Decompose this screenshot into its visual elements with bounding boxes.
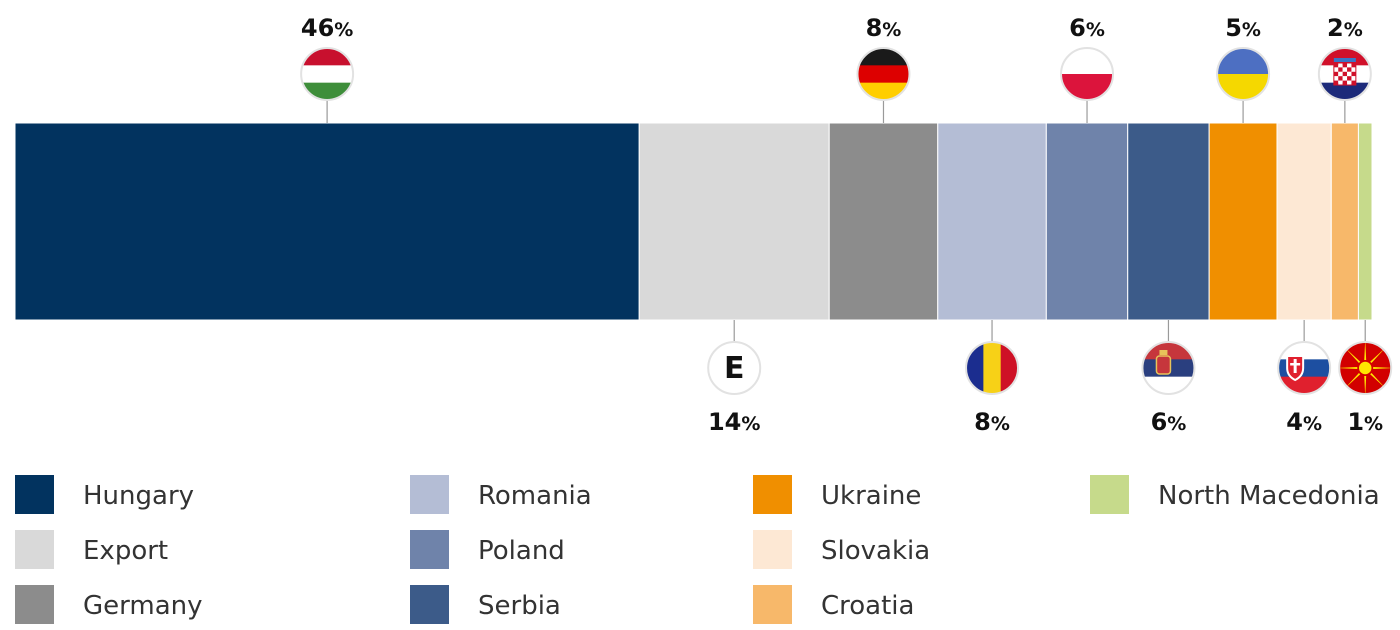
- legend-label: Serbia: [478, 591, 561, 621]
- legend-swatch: [1090, 475, 1129, 514]
- legend: Hungary Export Germany Romania Poland Serbia U…: [15, 475, 1380, 624]
- segment-labels: 46% E 14% 8% 8% 6% 6% 5% 4% 2% 1%: [300, 14, 1393, 436]
- value-label-serbia: 6%: [1151, 408, 1187, 436]
- value-label-romania: 8%: [974, 408, 1010, 436]
- value-label-poland: 6%: [1069, 14, 1105, 42]
- value-label-hungary: 46%: [301, 14, 353, 42]
- legend-swatch: [753, 585, 792, 624]
- legend-item-north-macedonia: North Macedonia: [1090, 475, 1380, 514]
- north-macedonia-flag-icon: [1338, 341, 1393, 395]
- segment-label-croatia: 2%: [1317, 14, 1372, 123]
- legend-item-poland: Poland: [410, 530, 565, 569]
- legend-label: Germany: [83, 591, 203, 621]
- legend-item-ukraine: Ukraine: [753, 475, 921, 514]
- legend-label: Export: [83, 536, 168, 566]
- legend-item-export: Export: [15, 530, 168, 569]
- legend-item-serbia: Serbia: [410, 585, 561, 624]
- hungary-flag-icon: [300, 47, 355, 101]
- value-label-germany: 8%: [866, 14, 902, 42]
- value-label-export: 14%: [708, 408, 760, 436]
- value-label-slovakia: 4%: [1286, 408, 1322, 436]
- legend-item-croatia: Croatia: [753, 585, 914, 624]
- segment-label-slovakia: 4%: [1277, 320, 1332, 436]
- bar-segment-poland: [1045, 122, 1129, 321]
- bar-segment-romania: [937, 122, 1047, 321]
- legend-label: Ukraine: [821, 481, 921, 511]
- romania-flag-icon: [965, 341, 1020, 395]
- legend-label: Romania: [478, 481, 592, 511]
- legend-swatch: [15, 530, 54, 569]
- value-label-croatia: 2%: [1327, 14, 1363, 42]
- value-label-north-macedonia: 1%: [1347, 408, 1383, 436]
- segment-label-north-macedonia: 1%: [1338, 320, 1393, 436]
- legend-swatch: [15, 585, 54, 624]
- legend-item-germany: Germany: [15, 585, 203, 624]
- slovakia-flag-icon: [1277, 341, 1332, 395]
- value-label-ukraine: 5%: [1225, 14, 1261, 42]
- segment-label-hungary: 46%: [300, 14, 355, 123]
- legend-item-slovakia: Slovakia: [753, 530, 930, 569]
- export-e-icon: E: [707, 341, 762, 395]
- poland-flag-icon: [1060, 47, 1115, 101]
- segment-label-serbia: 6%: [1141, 320, 1196, 436]
- bar-segment-slovakia: [1276, 122, 1332, 321]
- legend-swatch: [410, 475, 449, 514]
- legend-item-romania: Romania: [410, 475, 592, 514]
- bar-segments: [14, 122, 1373, 321]
- legend-label: Hungary: [83, 481, 194, 511]
- legend-swatch: [753, 475, 792, 514]
- bar-segment-serbia: [1127, 122, 1210, 321]
- legend-swatch: [410, 585, 449, 624]
- svg-text:E: E: [724, 351, 745, 386]
- legend-label: Slovakia: [821, 536, 930, 566]
- germany-flag-icon: [856, 47, 911, 101]
- legend-item-hungary: Hungary: [15, 475, 194, 514]
- legend-swatch: [753, 530, 792, 569]
- bar-segment-ukraine: [1208, 122, 1278, 321]
- bar-segment-export: [638, 122, 830, 321]
- bar-segment-germany: [828, 122, 939, 321]
- segment-label-germany: 8%: [856, 14, 911, 123]
- legend-swatch: [410, 530, 449, 569]
- serbia-flag-icon: [1141, 341, 1196, 395]
- segment-label-poland: 6%: [1060, 14, 1115, 123]
- bar-segment-north-macedonia: [1357, 122, 1373, 321]
- legend-swatch: [15, 475, 54, 514]
- legend-label: North Macedonia: [1158, 481, 1380, 511]
- croatia-flag-icon: [1317, 47, 1372, 101]
- legend-label: Poland: [478, 536, 565, 566]
- segment-label-ukraine: 5%: [1216, 14, 1271, 123]
- segment-label-export: E 14%: [707, 320, 762, 436]
- bar-segment-hungary: [14, 122, 640, 321]
- bar-segment-croatia: [1330, 122, 1359, 321]
- legend-label: Croatia: [821, 591, 914, 621]
- ukraine-flag-icon: [1216, 47, 1271, 101]
- segment-label-romania: 8%: [965, 320, 1020, 436]
